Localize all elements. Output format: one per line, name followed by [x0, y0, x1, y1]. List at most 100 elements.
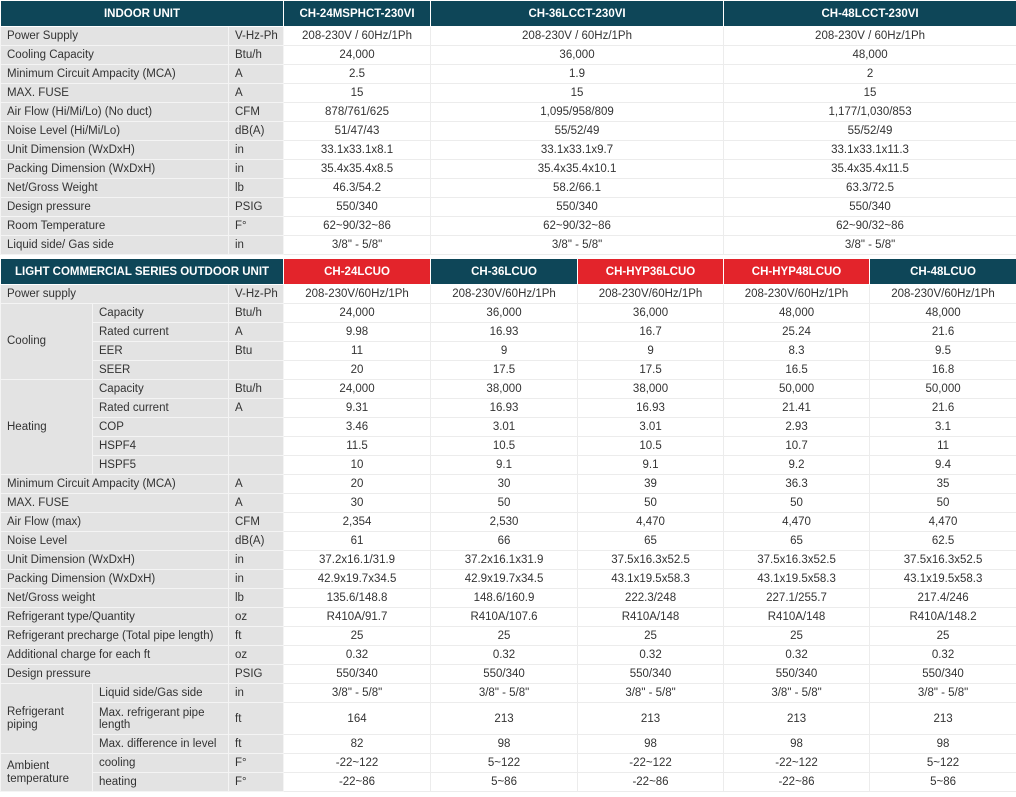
row-label: Max. difference in level	[92, 734, 229, 754]
row-unit	[227, 417, 285, 437]
row-label: Net/Gross weight	[0, 588, 229, 608]
row-label: Liquid side/ Gas side	[0, 235, 229, 255]
row-unit: CFM	[227, 512, 285, 532]
table-row: Cooling Capacity Btu/h 24,000 36,000 36,000 48…	[0, 303, 1016, 380]
value-cell: 3.01	[577, 417, 725, 437]
value-cell: 5~86	[869, 772, 1016, 792]
value-cell: R410A/148	[577, 607, 725, 627]
row-label: Refrigerant type/Quantity	[0, 607, 229, 627]
value-cell: 37.5x16.3x52.5	[869, 550, 1016, 570]
value-cell: 3/8" - 5/8"	[869, 683, 1016, 703]
group-label: Cooling	[0, 303, 93, 380]
row-unit: ft	[227, 734, 285, 754]
value-cell: 208-230V/60Hz/1Ph	[430, 284, 579, 304]
row-label: Liquid side/Gas side	[92, 683, 229, 703]
value-cell: 1,095/958/809	[430, 102, 725, 122]
value-cell: 550/340	[283, 197, 432, 217]
value-cell: R410A/107.6	[430, 607, 579, 627]
value-cell: 35	[869, 474, 1016, 494]
value-cell: 4,470	[869, 512, 1016, 532]
row-unit: in	[227, 140, 285, 160]
value-cell: 0.32	[283, 645, 432, 665]
value-cell: 550/340	[869, 664, 1016, 684]
section-title: LIGHT COMMERCIAL SERIES OUTDOOR UNIT	[0, 258, 285, 285]
row-unit: lb	[227, 588, 285, 608]
table-row: Refrigerant piping Liquid side/Gas side in…	[0, 683, 1016, 754]
value-cell: 25	[577, 626, 725, 646]
value-cell: 21.41	[723, 398, 871, 418]
value-cell: 16.7	[577, 322, 725, 342]
value-cell: 208-230V / 60Hz/1Ph	[430, 26, 725, 46]
section-title: INDOOR UNIT	[0, 0, 285, 27]
outdoor-unit-section: LIGHT COMMERCIAL SERIES OUTDOOR UNIT CH-2…	[0, 258, 1016, 792]
value-cell: 25	[869, 626, 1016, 646]
value-cell: 50	[869, 493, 1016, 513]
header-row: INDOOR UNIT CH-24MSPHCT-230VI CH-36LCCT-23…	[0, 0, 1016, 27]
table-row: Packing Dimension (WxDxH) in 35.4x35.4x8.5…	[0, 159, 1016, 179]
row-unit: PSIG	[227, 197, 285, 217]
value-cell: 38,000	[577, 379, 725, 399]
table-row: Ambient temperature cooling F° -22~122 5~122…	[0, 753, 1016, 792]
value-cell: 36.3	[723, 474, 871, 494]
table-row: Minimum Circuit Ampacity (MCA) A 20 30 39 36.…	[0, 474, 1016, 494]
table-row: SEER 20 17.5 17.5 16.5 16.8	[1, 360, 1016, 380]
value-cell: 208-230V / 60Hz/1Ph	[283, 26, 432, 46]
value-cell: 0.32	[723, 645, 871, 665]
value-cell: 10.7	[723, 436, 871, 456]
value-cell: 3/8" - 5/8"	[723, 235, 1016, 255]
value-cell: 42.9x19.7x34.5	[430, 569, 579, 589]
value-cell: 62~90/32~86	[723, 216, 1016, 236]
value-cell: 21.6	[869, 398, 1016, 418]
value-cell: 50,000	[723, 379, 871, 399]
table-row: Design pressure PSIG 550/340 550/340 550/340	[0, 197, 1016, 217]
row-label: Unit Dimension (WxDxH)	[0, 550, 229, 570]
group-label: Refrigerant piping	[0, 683, 93, 754]
value-cell: 25	[430, 626, 579, 646]
value-cell: 9	[577, 341, 725, 361]
table-row: Liquid side/ Gas side in 3/8" - 5/8" 3/8" -…	[0, 235, 1016, 255]
value-cell: 3.46	[283, 417, 432, 437]
row-label: SEER	[92, 360, 229, 380]
row-label: Net/Gross Weight	[0, 178, 229, 198]
row-unit: A	[227, 64, 285, 84]
value-cell: 82	[283, 734, 432, 754]
value-cell: 46.3/54.2	[283, 178, 432, 198]
value-cell: 3.1	[869, 417, 1016, 437]
value-cell: 3.01	[430, 417, 579, 437]
value-cell: 17.5	[430, 360, 579, 380]
value-cell: 37.2x16.1x31.9	[430, 550, 579, 570]
value-cell: -22~122	[577, 753, 725, 773]
value-cell: 37.2x16.1/31.9	[283, 550, 432, 570]
value-cell: 2,530	[430, 512, 579, 532]
value-cell: 38,000	[430, 379, 579, 399]
value-cell: 9.5	[869, 341, 1016, 361]
value-cell: 5~86	[430, 772, 579, 792]
value-cell: 878/761/625	[283, 102, 432, 122]
row-unit: ft	[227, 702, 285, 735]
row-unit: A	[227, 493, 285, 513]
row-label: Refrigerant precharge (Total pipe length…	[0, 626, 229, 646]
value-cell: 35.4x35.4x8.5	[283, 159, 432, 179]
row-label: Rated current	[92, 398, 229, 418]
row-unit: dB(A)	[227, 531, 285, 551]
value-cell: 48,000	[723, 45, 1016, 65]
row-label: COP	[92, 417, 229, 437]
row-label: Air Flow (max)	[0, 512, 229, 532]
value-cell: 98	[577, 734, 725, 754]
value-cell: 35.4x35.4x10.1	[430, 159, 725, 179]
value-cell: -22~86	[577, 772, 725, 792]
row-unit: Btu/h	[227, 379, 285, 399]
row-label: Max. refrigerant pipe length	[92, 702, 229, 735]
value-cell: 4,470	[723, 512, 871, 532]
row-unit: A	[227, 322, 285, 342]
row-label: Minimum Circuit Ampacity (MCA)	[0, 64, 229, 84]
value-cell: R410A/148.2	[869, 607, 1016, 627]
value-cell: 21.6	[869, 322, 1016, 342]
value-cell: 16.93	[430, 322, 579, 342]
row-unit: oz	[227, 645, 285, 665]
table-row: Max. difference in level ft 82 98 98 98 98	[1, 734, 1016, 754]
row-label: MAX. FUSE	[0, 493, 229, 513]
value-cell: 30	[430, 474, 579, 494]
row-unit: F°	[227, 753, 285, 773]
value-cell: 164	[283, 702, 432, 735]
